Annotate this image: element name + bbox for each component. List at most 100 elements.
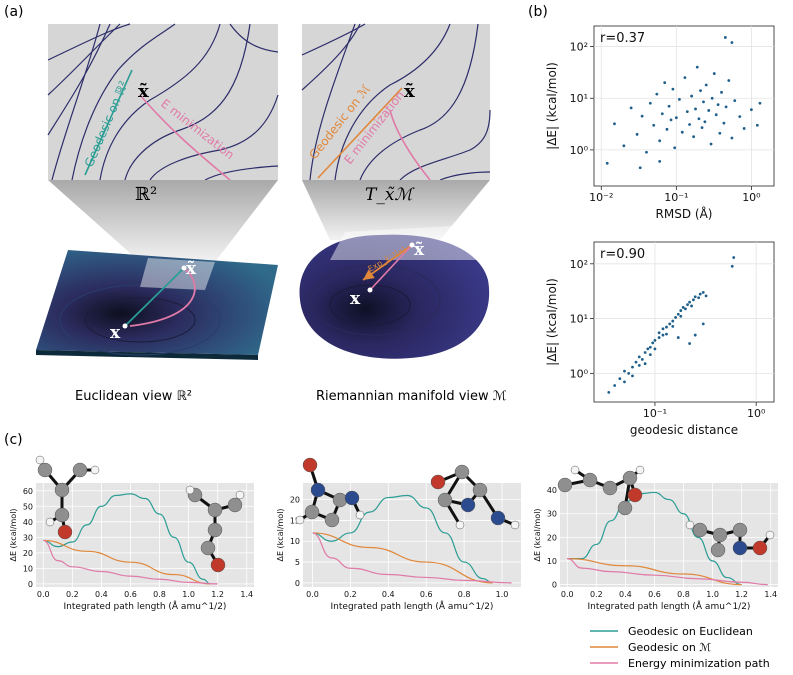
scatter-point xyxy=(605,161,609,165)
scatter-point xyxy=(714,113,718,117)
scatter-point xyxy=(690,304,693,308)
x-tick-label: 0.8 xyxy=(458,590,471,599)
heavy-atom xyxy=(54,482,70,498)
scatter-point xyxy=(648,345,652,349)
scatter-point xyxy=(693,295,697,299)
scatter-point xyxy=(637,363,641,367)
hydrogen-atom xyxy=(295,515,305,525)
scatter-point xyxy=(631,365,634,369)
heavy-atom xyxy=(302,457,318,473)
heavy-atom xyxy=(344,490,360,506)
x-tick-label: 1.4 xyxy=(240,590,253,599)
heavy-atom xyxy=(437,492,453,508)
y-tick-label: 10⁰ xyxy=(570,367,589,380)
legend-label-euclidean: Geodesic on Euclidean xyxy=(628,625,753,638)
scatter-point xyxy=(704,83,708,87)
projection-cone-left xyxy=(48,180,278,262)
x-tick-label: 1.0 xyxy=(496,590,509,599)
x-tilde-plane-left: x̃ xyxy=(186,259,197,279)
scatter-point xyxy=(622,144,626,148)
series-line xyxy=(567,558,768,586)
scatter-point xyxy=(709,142,713,146)
heavy-atom xyxy=(712,527,728,543)
scatter-point xyxy=(635,132,639,136)
panel-a-label: (a) xyxy=(4,4,24,20)
hydrogen-atom xyxy=(510,520,520,530)
scatter-point xyxy=(704,294,708,298)
scatter-point xyxy=(700,126,704,130)
scatter-point xyxy=(678,97,681,101)
panel-c-label: (c) xyxy=(4,432,23,448)
heavy-atom xyxy=(72,462,88,478)
space-symbol-left: ℝ² xyxy=(135,184,157,205)
scatter-point xyxy=(667,104,671,108)
x-axis-label: Integrated path length (Å amu^1/2) xyxy=(64,600,227,612)
scatter-point xyxy=(613,384,617,387)
scatter-point xyxy=(723,36,727,39)
scatter-point xyxy=(720,90,723,94)
scatter-point xyxy=(701,322,705,326)
hydrogen-atom xyxy=(355,510,365,520)
x-tick-label: 1.0 xyxy=(182,590,195,599)
y-tick-label: 0 xyxy=(552,581,557,590)
heavy-atom xyxy=(490,510,506,526)
energy-profile-1: 0.0 0.2 0.4 0.6 0.8 1.0 1.2 1.4 0 10 20 30 40 50 60 Int… xyxy=(9,483,254,612)
scatter-point xyxy=(680,130,684,134)
scatter-point xyxy=(658,159,662,163)
caption-euclidean: Euclidean view ℝ² xyxy=(75,389,192,404)
scatter-point xyxy=(730,136,734,140)
x-tick-label: 0.6 xyxy=(420,590,433,599)
y-tick-label: 20 xyxy=(547,533,557,542)
scatter-point xyxy=(701,291,705,294)
y-tick-label: 30 xyxy=(547,510,557,519)
x-axis-label: Integrated path length (Å amu^1/2) xyxy=(588,600,751,612)
scatter-point xyxy=(661,327,665,331)
x-tick-label: 1.2 xyxy=(211,590,224,599)
scatter-point xyxy=(724,105,728,109)
hydrogen-atom xyxy=(455,520,465,530)
scatter-point xyxy=(665,325,668,329)
heavy-atom xyxy=(207,522,223,538)
scatter-point xyxy=(668,322,672,326)
y-tick-label: 40 xyxy=(23,518,33,527)
heavy-atom xyxy=(57,524,73,540)
scatter-point xyxy=(663,81,667,85)
x-tilde-label-left: x̃ xyxy=(138,81,149,102)
heavy-atom xyxy=(460,497,476,513)
x-tick-label: 0.8 xyxy=(153,590,166,599)
hydrogen-atom xyxy=(45,517,55,527)
scatter-point xyxy=(695,65,699,69)
heavy-atom xyxy=(622,470,638,486)
y-tick-label: 50 xyxy=(23,502,33,511)
x-manifold: x xyxy=(350,289,361,309)
legend: Geodesic on Euclidean Geodesic on ℳ Ener… xyxy=(590,625,770,670)
x-tick-label: 10⁰ xyxy=(747,407,766,420)
y-tick-label: 60 xyxy=(23,487,33,496)
heavy-atom xyxy=(207,502,223,518)
scatter-point xyxy=(607,390,611,394)
scatter-point xyxy=(673,146,677,150)
series-line xyxy=(312,494,493,584)
hydrogen-atom xyxy=(635,465,645,475)
scatter-point xyxy=(730,264,734,268)
scatter-point xyxy=(676,312,680,316)
scatter-point xyxy=(697,117,701,121)
heavy-atom xyxy=(324,512,340,528)
x-tick-label: 10⁰ xyxy=(742,191,761,204)
y-tick-label: 10 xyxy=(23,564,33,573)
y-tick-label: 10 xyxy=(547,557,557,566)
x-axis-label: Integrated path length (Å amu^1/2) xyxy=(331,600,494,612)
heavy-atom xyxy=(200,540,216,556)
scatter-point xyxy=(710,96,714,100)
heavy-atom xyxy=(710,542,726,558)
scatter-point xyxy=(631,374,634,378)
heavy-atom xyxy=(472,482,488,498)
scatter-point xyxy=(699,89,702,93)
y-tick-label: 10 xyxy=(290,537,300,546)
contour-lines-right xyxy=(301,23,491,181)
x-tick-label: 0.4 xyxy=(95,590,108,599)
scatter-point xyxy=(651,341,655,345)
scatter-point xyxy=(755,123,759,127)
series-line xyxy=(312,532,493,584)
